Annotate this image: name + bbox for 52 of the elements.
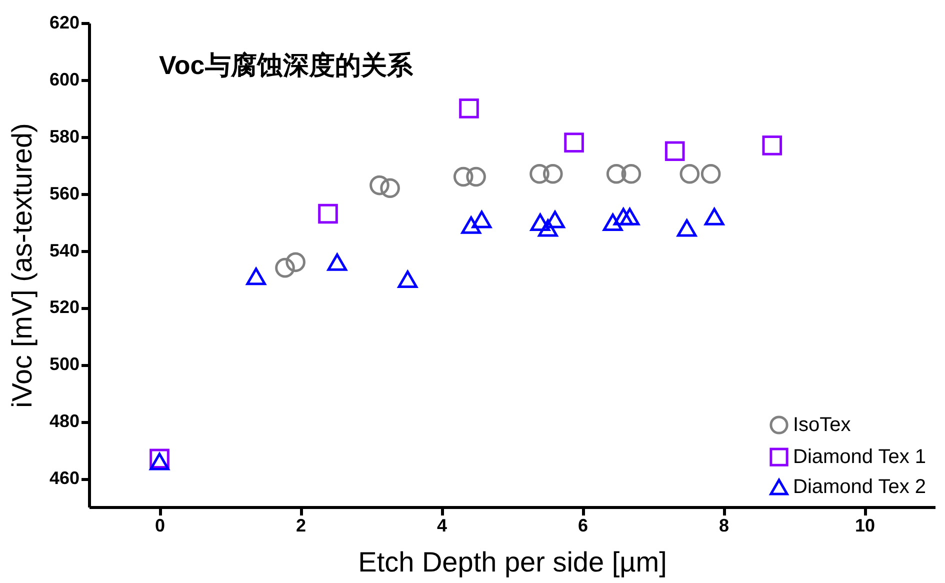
point <box>246 268 266 286</box>
point <box>621 164 642 184</box>
y-tick-label: 480 <box>49 411 80 432</box>
point <box>762 136 782 156</box>
y-tick-label: 600 <box>49 69 80 90</box>
point <box>286 252 306 272</box>
x-tick-label: 6 <box>578 516 588 536</box>
x-tick-label: 4 <box>436 516 448 536</box>
y-tick-label: 500 <box>49 354 80 374</box>
y-tick-label: 520 <box>49 297 80 318</box>
x-tick-label: 8 <box>718 516 730 536</box>
point <box>700 164 721 184</box>
point <box>318 204 338 224</box>
point <box>542 164 563 184</box>
point <box>545 210 565 228</box>
point <box>327 253 348 271</box>
point <box>564 132 584 152</box>
point <box>538 219 558 237</box>
point <box>613 208 634 226</box>
point <box>453 166 474 187</box>
point <box>275 258 295 278</box>
point <box>676 219 697 237</box>
point <box>461 216 482 234</box>
point <box>380 178 400 198</box>
x-axis-title: Etch Depth per side [µm] <box>358 546 667 578</box>
annotation: Voc与腐蚀深度的关系 <box>159 50 414 80</box>
point <box>466 166 486 187</box>
y-tick-label: 540 <box>49 240 80 260</box>
x-tick-label: 0 <box>154 516 166 536</box>
point <box>472 210 492 228</box>
point <box>606 164 626 184</box>
point <box>459 98 479 118</box>
point <box>680 164 700 184</box>
x-tick-label: 10 <box>854 516 876 536</box>
legend-label: Diamond Tex 1 <box>793 446 926 468</box>
point <box>398 270 418 288</box>
y-axis-title: iVoc [mV] (as-textured) <box>6 123 38 408</box>
legend-label: Diamond Tex 2 <box>793 476 926 498</box>
point <box>602 214 623 232</box>
point <box>530 214 550 232</box>
point <box>370 175 390 196</box>
point <box>150 452 170 470</box>
x-tick-label: 2 <box>296 516 306 536</box>
y-tick-label: 560 <box>49 183 80 204</box>
point <box>620 208 640 226</box>
legend-label: IsoTex <box>793 414 851 436</box>
point <box>530 164 550 184</box>
y-tick-label: 620 <box>49 12 80 32</box>
point <box>664 141 685 162</box>
y-tick-label: 460 <box>49 468 80 488</box>
point <box>704 208 724 226</box>
y-tick-label: 580 <box>49 126 80 146</box>
